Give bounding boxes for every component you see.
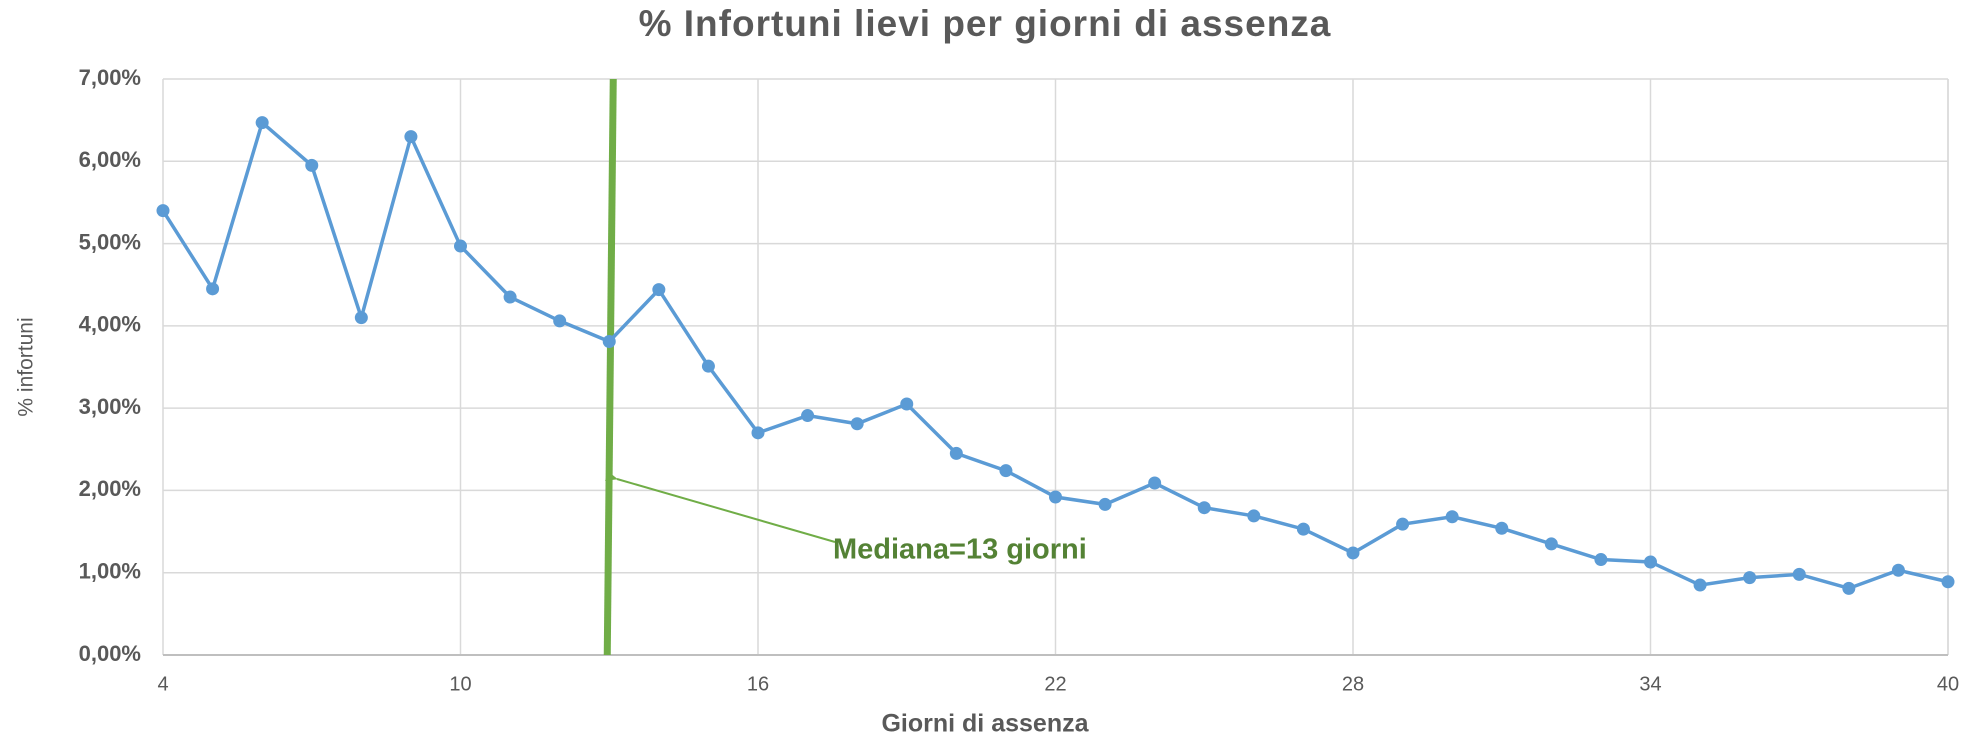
data-point bbox=[1842, 581, 1856, 595]
data-point bbox=[1296, 522, 1310, 536]
x-tick-label: 10 bbox=[449, 673, 471, 695]
data-point bbox=[156, 204, 170, 218]
x-axis-label: Giorni di assenza bbox=[881, 710, 1089, 738]
y-tick-label: 2,00% bbox=[79, 476, 141, 501]
data-point bbox=[1148, 476, 1162, 490]
data-point bbox=[701, 359, 715, 373]
annotation: Mediana=13 giorni bbox=[833, 534, 1087, 566]
data-point bbox=[305, 158, 319, 172]
y-tick-label: 5,00% bbox=[79, 229, 141, 254]
y-axis-label: % infortuni bbox=[15, 317, 38, 416]
chart-title: % Infortuni lievi per giorni di assenza bbox=[639, 3, 1332, 44]
data-point bbox=[1495, 521, 1509, 535]
data-point bbox=[652, 283, 666, 297]
y-tick-label: 1,00% bbox=[79, 559, 141, 584]
data-point bbox=[354, 311, 368, 325]
median-line bbox=[603, 78, 617, 656]
data-point bbox=[900, 397, 914, 411]
data-point bbox=[1644, 555, 1657, 569]
x-tick-label: 40 bbox=[1937, 673, 1959, 695]
data-point bbox=[454, 239, 467, 253]
data-point bbox=[503, 290, 517, 304]
data-point bbox=[999, 464, 1013, 478]
y-tick-label: 6,00% bbox=[79, 147, 141, 172]
data-point bbox=[1693, 578, 1707, 592]
data-point bbox=[1743, 571, 1757, 585]
data-point bbox=[404, 130, 418, 144]
data-point bbox=[850, 417, 864, 431]
y-tick-label: 4,00% bbox=[79, 312, 141, 337]
data-point bbox=[1346, 546, 1360, 560]
data-point bbox=[206, 282, 220, 296]
x-tick-label: 16 bbox=[747, 673, 769, 695]
data-point bbox=[1098, 497, 1112, 511]
data-point bbox=[1445, 510, 1459, 524]
y-tick-label: 3,00% bbox=[79, 394, 141, 419]
data-point bbox=[1396, 517, 1410, 531]
data-point bbox=[801, 409, 815, 423]
data-point bbox=[1544, 537, 1558, 551]
data-point bbox=[255, 116, 269, 130]
data-point bbox=[949, 446, 963, 460]
data-point bbox=[1197, 501, 1211, 515]
x-tick-label: 28 bbox=[1342, 673, 1364, 695]
data-point bbox=[1792, 567, 1806, 581]
data-point bbox=[1941, 575, 1955, 589]
data-point bbox=[1594, 553, 1608, 567]
data-point bbox=[553, 314, 567, 328]
annotation-arrow bbox=[605, 471, 836, 543]
x-tick-label: 22 bbox=[1044, 673, 1066, 695]
x-tick-label: 34 bbox=[1639, 673, 1661, 695]
x-tick-label: 4 bbox=[157, 673, 168, 695]
y-tick-label: 7,00% bbox=[79, 65, 141, 90]
data-point bbox=[751, 426, 765, 440]
data-point bbox=[1049, 490, 1062, 504]
y-tick-label: 0,00% bbox=[79, 641, 141, 666]
data-point bbox=[602, 334, 616, 348]
data-point bbox=[1247, 509, 1261, 523]
data-point bbox=[1891, 563, 1905, 577]
